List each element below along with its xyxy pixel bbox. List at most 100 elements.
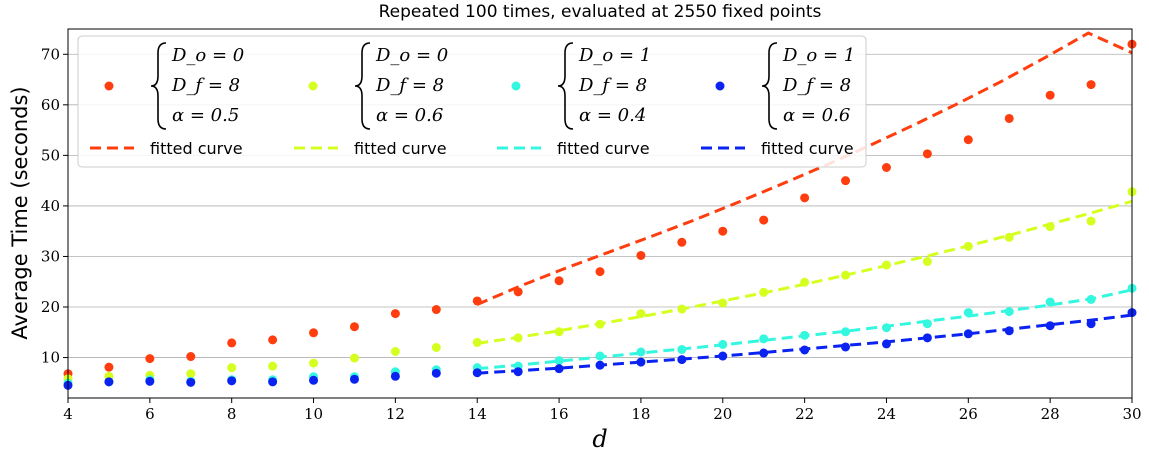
data-point-series-2 bbox=[268, 361, 278, 371]
data-point-series-1 bbox=[718, 226, 728, 236]
data-point-series-4 bbox=[1045, 321, 1055, 331]
data-point-series-4 bbox=[390, 371, 400, 381]
x-axis-label: d bbox=[592, 425, 607, 453]
legend-fit-label: fitted curve bbox=[557, 139, 650, 158]
data-point-series-1 bbox=[922, 149, 932, 159]
legend-box bbox=[77, 35, 867, 168]
data-point-series-2 bbox=[390, 346, 400, 356]
legend-brace bbox=[761, 42, 778, 130]
data-point-series-3 bbox=[841, 327, 851, 337]
legend-brace bbox=[557, 42, 574, 130]
data-point-series-1 bbox=[1086, 80, 1096, 90]
data-point-series-2 bbox=[349, 353, 359, 363]
data-point-series-4 bbox=[227, 376, 237, 386]
legend-label: α = 0.6 bbox=[376, 105, 443, 126]
xtick-label: 26 bbox=[959, 405, 978, 423]
ytick-label: 30 bbox=[41, 247, 60, 265]
xtick-label: 30 bbox=[1122, 405, 1141, 423]
data-point-series-1 bbox=[841, 176, 851, 186]
legend-marker-4 bbox=[715, 81, 725, 91]
data-point-series-4 bbox=[309, 375, 319, 385]
xtick-label: 14 bbox=[468, 405, 487, 423]
data-point-series-3 bbox=[881, 323, 891, 333]
data-point-series-1 bbox=[1004, 113, 1014, 123]
data-point-series-2 bbox=[513, 333, 523, 343]
legend-label: D_o = 1 bbox=[578, 45, 651, 66]
data-point-series-3 bbox=[759, 334, 769, 344]
data-point-series-1 bbox=[513, 287, 523, 297]
data-point-series-1 bbox=[309, 328, 319, 338]
data-point-series-2 bbox=[431, 342, 441, 352]
data-point-series-1 bbox=[104, 362, 114, 372]
legend-label: D_f = 8 bbox=[171, 75, 240, 96]
data-point-series-1 bbox=[268, 335, 278, 345]
data-point-series-2 bbox=[595, 319, 605, 329]
ytick-label: 60 bbox=[41, 96, 60, 114]
data-point-series-4 bbox=[104, 377, 114, 387]
data-point-series-4 bbox=[349, 374, 359, 384]
y-axis-ticks: 10 20 30 40 50 60 70 bbox=[41, 45, 68, 367]
fitted-curve-4 bbox=[477, 313, 1133, 375]
ytick-label: 10 bbox=[41, 349, 60, 367]
data-point-series-1 bbox=[349, 322, 359, 332]
data-point-series-4 bbox=[963, 329, 973, 339]
xtick-label: 22 bbox=[795, 405, 814, 423]
data-point-series-4 bbox=[186, 377, 196, 387]
legend-marker-2 bbox=[308, 81, 318, 91]
data-point-series-2 bbox=[881, 260, 891, 270]
ytick-label: 40 bbox=[41, 197, 60, 215]
data-point-series-4 bbox=[636, 357, 646, 367]
legend-label: α = 0.6 bbox=[783, 105, 850, 126]
data-point-series-1 bbox=[595, 267, 605, 277]
legend-label: α = 0.5 bbox=[172, 105, 239, 126]
legend-fit-label: fitted curve bbox=[761, 139, 854, 158]
data-point-series-4 bbox=[145, 376, 155, 386]
data-point-series-2 bbox=[186, 369, 196, 379]
data-point-series-3 bbox=[1086, 294, 1096, 304]
data-point-series-2 bbox=[841, 270, 851, 280]
xtick-label: 10 bbox=[304, 405, 323, 423]
data-point-series-2 bbox=[1086, 216, 1096, 226]
data-point-series-4 bbox=[1004, 326, 1014, 336]
legend-brace bbox=[354, 42, 371, 130]
legend-label: D_f = 8 bbox=[375, 75, 444, 96]
data-point-series-1 bbox=[186, 352, 196, 362]
legend-label: D_f = 8 bbox=[578, 75, 647, 96]
xtick-label: 4 bbox=[63, 405, 73, 423]
data-point-series-1 bbox=[554, 276, 564, 286]
legend-label: D_o = 0 bbox=[171, 45, 244, 66]
xtick-label: 16 bbox=[550, 405, 569, 423]
data-point-series-1 bbox=[431, 305, 441, 315]
ytick-label: 20 bbox=[41, 298, 60, 316]
data-point-series-2 bbox=[1004, 232, 1014, 242]
data-point-series-2 bbox=[759, 287, 769, 297]
ytick-label: 50 bbox=[41, 146, 60, 164]
data-point-series-3 bbox=[922, 319, 932, 329]
xtick-label: 8 bbox=[227, 405, 237, 423]
data-point-series-3 bbox=[554, 356, 564, 366]
legend-label: α = 0.4 bbox=[579, 105, 646, 126]
data-point-series-1 bbox=[390, 309, 400, 319]
data-point-series-1 bbox=[227, 338, 237, 348]
data-point-series-1 bbox=[1045, 90, 1055, 100]
data-point-series-4 bbox=[922, 333, 932, 343]
x-axis-ticks: 4 6 8 10 12 14 16 18 20 22 24 26 28 30 bbox=[63, 398, 1142, 423]
data-point-series-1 bbox=[145, 354, 155, 364]
data-point-series-4 bbox=[472, 368, 482, 378]
xtick-label: 18 bbox=[631, 405, 650, 423]
data-point-series-2 bbox=[718, 298, 728, 308]
legend-label: D_o = 0 bbox=[375, 45, 448, 66]
data-point-series-4 bbox=[595, 360, 605, 370]
data-point-series-2 bbox=[554, 327, 564, 337]
xtick-label: 24 bbox=[877, 405, 896, 423]
fitted-curve-2 bbox=[477, 199, 1133, 345]
data-point-series-1 bbox=[636, 250, 646, 260]
legend-fit-label: fitted curve bbox=[354, 139, 447, 158]
legend-marker-3 bbox=[511, 81, 521, 91]
data-point-series-3 bbox=[595, 351, 605, 361]
data-point-series-3 bbox=[718, 339, 728, 349]
data-points bbox=[63, 39, 1137, 390]
data-point-series-4 bbox=[800, 345, 810, 355]
data-point-series-4 bbox=[881, 339, 891, 349]
